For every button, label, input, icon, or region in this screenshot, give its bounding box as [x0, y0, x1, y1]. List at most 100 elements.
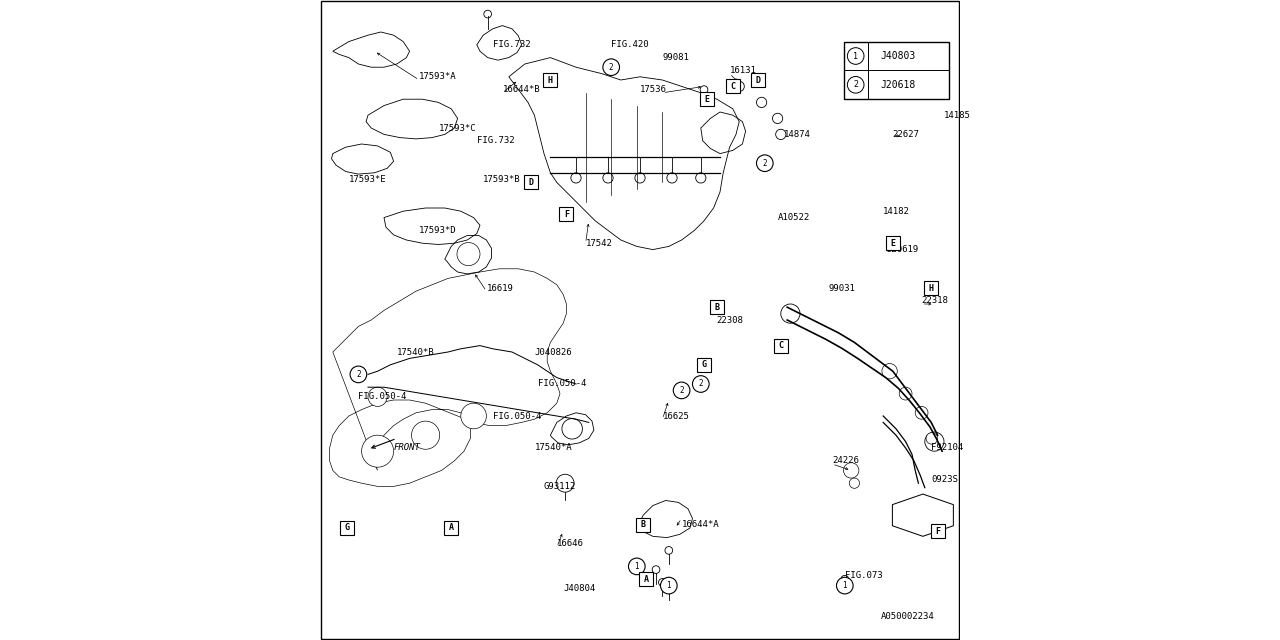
Text: B: B	[714, 303, 719, 312]
Circle shape	[841, 575, 849, 583]
Text: 2: 2	[763, 159, 767, 168]
FancyBboxPatch shape	[931, 524, 945, 538]
Text: J20618: J20618	[881, 80, 916, 90]
Text: F: F	[564, 210, 568, 219]
Text: B: B	[641, 520, 645, 529]
Circle shape	[915, 406, 928, 419]
Circle shape	[603, 173, 613, 183]
Text: D: D	[756, 76, 760, 84]
FancyBboxPatch shape	[698, 358, 712, 372]
Circle shape	[756, 155, 773, 172]
Text: FIG.050-4: FIG.050-4	[358, 392, 407, 401]
Text: G: G	[701, 360, 707, 369]
Text: F92104: F92104	[932, 444, 964, 452]
Text: 0923S: 0923S	[932, 476, 957, 484]
Text: 2: 2	[609, 63, 613, 72]
Text: 17540*B: 17540*B	[397, 348, 434, 356]
Text: 17593*D: 17593*D	[420, 226, 457, 235]
Text: FIG.073: FIG.073	[845, 572, 882, 580]
Text: 1: 1	[854, 51, 858, 61]
Text: 24226: 24226	[832, 456, 859, 465]
Text: 16131: 16131	[730, 66, 756, 75]
Circle shape	[772, 113, 782, 124]
FancyBboxPatch shape	[544, 73, 558, 87]
FancyBboxPatch shape	[709, 300, 724, 314]
Text: 17593*C: 17593*C	[438, 124, 476, 132]
Circle shape	[628, 558, 645, 575]
Text: 1: 1	[667, 581, 671, 590]
Circle shape	[756, 97, 767, 108]
Text: 1: 1	[842, 581, 847, 590]
Text: 99081: 99081	[663, 53, 689, 62]
Circle shape	[369, 387, 388, 406]
Text: 22318: 22318	[922, 296, 948, 305]
Text: 16644*B: 16644*B	[502, 85, 540, 94]
Text: 2: 2	[680, 386, 684, 395]
Text: FIG.732: FIG.732	[477, 136, 515, 145]
FancyBboxPatch shape	[726, 79, 740, 93]
FancyBboxPatch shape	[700, 92, 714, 106]
Text: 17593*A: 17593*A	[420, 72, 457, 81]
Text: 16644*A: 16644*A	[681, 520, 719, 529]
Text: 17540*A: 17540*A	[535, 444, 572, 452]
Text: J20619: J20619	[886, 245, 919, 254]
Circle shape	[457, 243, 480, 266]
Text: 2: 2	[356, 370, 361, 379]
Circle shape	[776, 129, 786, 140]
Text: 16625: 16625	[663, 412, 689, 420]
Circle shape	[900, 387, 911, 400]
Text: 17536: 17536	[640, 85, 667, 94]
Text: E: E	[705, 95, 709, 104]
Circle shape	[562, 419, 582, 439]
Text: G93112: G93112	[544, 482, 576, 491]
Text: A: A	[449, 524, 453, 532]
Text: H: H	[548, 76, 553, 84]
Text: A050002234: A050002234	[881, 612, 934, 621]
Circle shape	[484, 10, 492, 18]
Circle shape	[556, 474, 575, 492]
Text: A: A	[644, 575, 649, 584]
Circle shape	[781, 304, 800, 323]
FancyBboxPatch shape	[886, 236, 900, 250]
Text: FIG.050-4: FIG.050-4	[538, 380, 586, 388]
Circle shape	[696, 173, 707, 183]
Text: FIG.050-4: FIG.050-4	[493, 412, 541, 420]
Text: J40804: J40804	[563, 584, 595, 593]
Circle shape	[667, 173, 677, 183]
Circle shape	[603, 59, 620, 76]
Text: 14874: 14874	[783, 130, 810, 139]
Text: H: H	[929, 284, 933, 292]
Circle shape	[924, 432, 945, 451]
Text: FRONT: FRONT	[394, 444, 420, 452]
FancyBboxPatch shape	[444, 521, 458, 535]
FancyBboxPatch shape	[773, 339, 787, 353]
Circle shape	[692, 376, 709, 392]
Circle shape	[735, 81, 745, 92]
FancyBboxPatch shape	[751, 73, 765, 87]
FancyBboxPatch shape	[844, 42, 950, 99]
FancyBboxPatch shape	[924, 281, 938, 295]
Text: 16619: 16619	[486, 284, 513, 292]
Text: J040826: J040826	[535, 348, 572, 356]
Text: FIG.732: FIG.732	[493, 40, 530, 49]
Text: D: D	[529, 178, 534, 187]
Text: 16646: 16646	[557, 540, 584, 548]
Circle shape	[412, 421, 440, 449]
Circle shape	[652, 566, 660, 573]
Circle shape	[666, 582, 673, 589]
Circle shape	[571, 173, 581, 183]
Circle shape	[666, 547, 673, 554]
Text: 22627: 22627	[893, 130, 919, 139]
Text: 17593*B: 17593*B	[484, 175, 521, 184]
Text: 2: 2	[699, 380, 703, 388]
Text: C: C	[731, 82, 735, 91]
Circle shape	[461, 403, 486, 429]
Text: 14185: 14185	[945, 111, 970, 120]
Circle shape	[847, 48, 864, 65]
Text: G: G	[344, 524, 349, 532]
Circle shape	[700, 86, 708, 93]
FancyBboxPatch shape	[525, 175, 539, 189]
FancyBboxPatch shape	[340, 521, 353, 535]
Circle shape	[673, 382, 690, 399]
Text: FIG.420: FIG.420	[612, 40, 649, 49]
